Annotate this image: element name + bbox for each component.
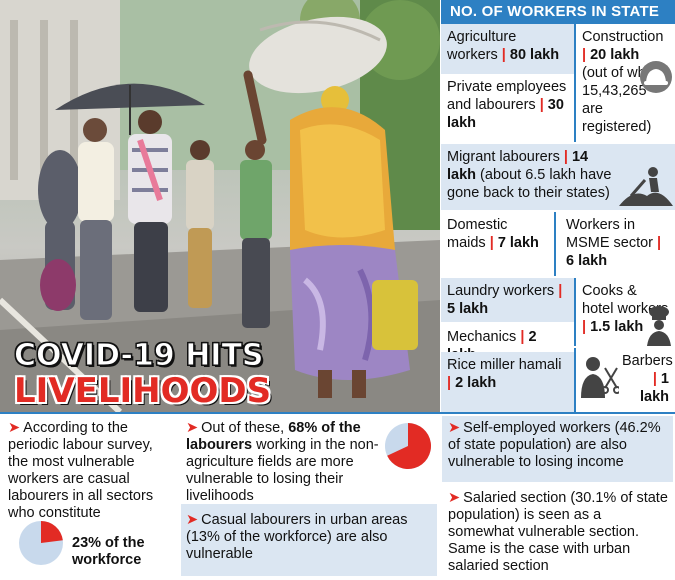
cooks-value: 1.5 lakh xyxy=(590,319,644,335)
fact-column-2b xyxy=(181,504,437,576)
chef-icon xyxy=(647,306,671,346)
rice-value: 2 lakh xyxy=(455,375,497,391)
fact-urban-casual: ➤ Casual labourers in urban areas (13% of… xyxy=(186,512,408,562)
migrant-note: (about 6.5 lakh have gone back to their … xyxy=(447,167,612,201)
cell-agriculture: Agriculture workers | 80 lakh xyxy=(441,24,574,74)
fact-non-agri-post: working in the non-agriculture fields ar… xyxy=(186,437,379,504)
panel-title: NO. OF WORKERS IN STATE xyxy=(441,0,675,24)
helmet-icon xyxy=(640,61,672,93)
headline-line-1: COVID-19 HITS xyxy=(13,338,264,373)
msme-value: 6 lakh xyxy=(566,253,608,269)
headline-line-2: LIVELIHOODS xyxy=(14,371,272,411)
migrant-value: 14 lakh xyxy=(447,149,589,183)
fact-non-agri-pct: 68% of the labourers xyxy=(186,420,361,453)
domestic-label: Domestic maids xyxy=(447,217,508,251)
fact-salaried-text: Salaried section (30.1% of state populat… xyxy=(448,490,668,574)
fact-non-agri-pre: Out of these, xyxy=(201,420,285,436)
fact-urban-casual-text: Casual labourers in urban areas (13% of … xyxy=(186,512,408,562)
fact-casual-labourers-text: According to the periodic labour survey,… xyxy=(8,420,154,521)
pie-23-percent xyxy=(19,521,63,565)
fact-self-employed-text: Self-employed workers (46.2% of state po… xyxy=(448,420,661,470)
fact-non-agriculture: ➤ Out of these, 68% of the labourers work… xyxy=(186,420,379,504)
fact-casual-labourers: ➤ According to the periodic labour survey… xyxy=(8,420,154,521)
barbers-label: Barbers xyxy=(622,353,673,369)
barbers-value: 1 lakh xyxy=(639,371,669,405)
fact-column-3b xyxy=(442,484,673,576)
cell-private: Private employees and labourers | 30 lak… xyxy=(441,74,574,142)
cell-laundry: Laundry workers | 5 lakh xyxy=(441,278,574,322)
mechanics-label: Mechanics xyxy=(447,329,517,345)
laundry-value: 5 lakh xyxy=(447,301,489,317)
private-value: 30 lakh xyxy=(447,97,564,131)
migrant-workers-illustration xyxy=(0,0,440,412)
construction-label: Construction xyxy=(582,29,664,45)
fact-self-employed: ➤ Self-employed workers (46.2% of state p… xyxy=(448,420,661,470)
agriculture-value: 80 lakh xyxy=(509,47,560,63)
fact-salaried: ➤ Salaried section (30.1% of state popula… xyxy=(448,490,668,574)
street-photo: COVID-19 HITS LIVELIHOODS xyxy=(0,0,440,412)
cell-migrant: Migrant labourers | 14 lakh (about 6.5 l… xyxy=(441,144,675,210)
domestic-value: 7 lakh xyxy=(497,235,539,251)
private-label: Private employees and labourers xyxy=(447,79,567,113)
pie-68-percent xyxy=(385,423,431,469)
construction-value: 20 lakh xyxy=(590,47,640,63)
fact-workforce-percent: 23% of the workforce xyxy=(72,535,145,568)
cell-msme: Workers in MSME sector | 6 lakh xyxy=(554,212,675,276)
laundry-label: Laundry workers xyxy=(447,283,555,299)
cell-domestic: Domestic maids | 7 lakh xyxy=(441,212,554,276)
migrant-label: Migrant labourers xyxy=(447,149,560,165)
cell-cooks: Cooks & hotel workers | 1.5 lakh xyxy=(574,278,675,346)
cooks-label: Cooks & hotel workers xyxy=(582,283,669,317)
worker-digging-icon xyxy=(619,167,673,206)
cell-mechanics: Mechanics | 2 lakh xyxy=(441,324,574,363)
fact-column-3a xyxy=(442,416,673,482)
workers-in-state-panel: NO. OF WORKERS IN STATE Agriculture work… xyxy=(441,0,675,412)
barber-icon xyxy=(581,357,619,398)
msme-label: Workers in MSME sector xyxy=(566,217,654,251)
headline: COVID-19 HITS LIVELIHOODS xyxy=(13,338,272,411)
rice-label: Rice miller hamali xyxy=(447,357,562,373)
cell-rice-miller: Rice miller hamali | 2 lakh xyxy=(441,352,574,412)
agriculture-label: Agriculture workers xyxy=(447,29,517,63)
